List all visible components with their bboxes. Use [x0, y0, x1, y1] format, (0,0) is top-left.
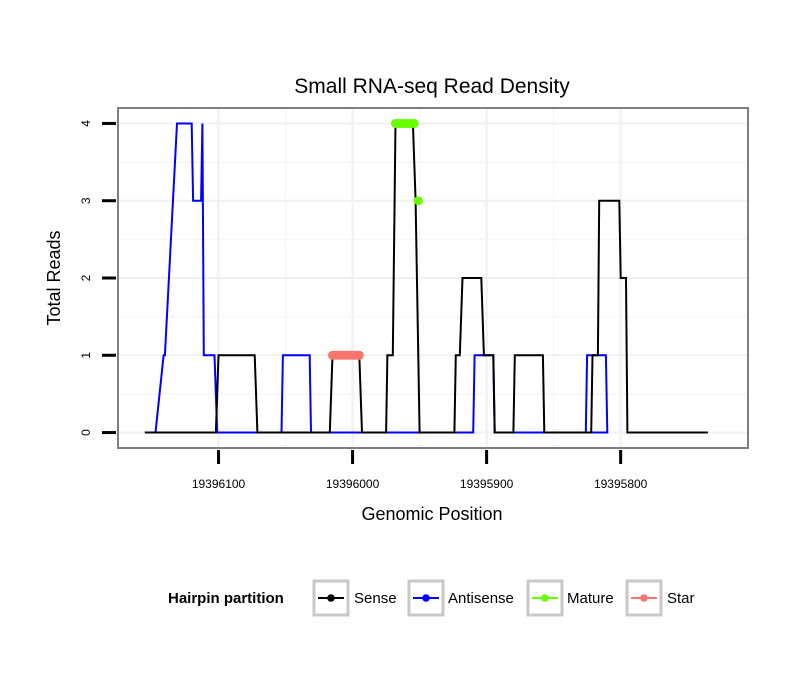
- x-axis-title: Genomic Position: [361, 504, 502, 524]
- chart-title: Small RNA-seq Read Density: [294, 75, 570, 98]
- legend-label: Mature: [567, 590, 614, 607]
- x-tick-label: 19395800: [594, 477, 648, 491]
- y-tick-label: 0: [79, 429, 93, 436]
- legend-label: Antisense: [448, 590, 514, 607]
- legend-key-dot: [422, 594, 430, 602]
- y-axis-title: Total Reads: [44, 230, 64, 325]
- x-tick-label: 19395900: [460, 477, 514, 491]
- legend-item-star: Star: [625, 579, 695, 617]
- mature-point: [413, 196, 423, 206]
- axes: 19396100 19396000 19395900 19395800 0 1 2 3 4: [79, 120, 648, 491]
- y-tick-label: 1: [79, 352, 93, 359]
- legend-item-sense: Sense: [312, 579, 397, 617]
- star-point: [354, 350, 364, 360]
- legend-key-dot: [327, 594, 335, 602]
- legend-key-dot: [640, 594, 648, 602]
- legend: Hairpin partition Sense Antisense Mature St…: [168, 579, 695, 617]
- x-tick-label: 19396000: [326, 477, 380, 491]
- mature-point: [409, 119, 419, 128]
- legend-item-antisense: Antisense: [407, 579, 514, 617]
- legend-title: Hairpin partition: [168, 590, 284, 607]
- legend-label: Star: [667, 590, 695, 607]
- series-layer: [144, 119, 708, 434]
- y-tick-label: 2: [79, 274, 93, 281]
- legend-label: Sense: [354, 590, 397, 607]
- legend-item-mature: Mature: [526, 579, 614, 617]
- legend-key-dot: [541, 594, 549, 602]
- y-tick-label: 3: [79, 197, 93, 204]
- x-tick-label: 19396100: [192, 477, 246, 491]
- y-tick-label: 4: [79, 120, 93, 127]
